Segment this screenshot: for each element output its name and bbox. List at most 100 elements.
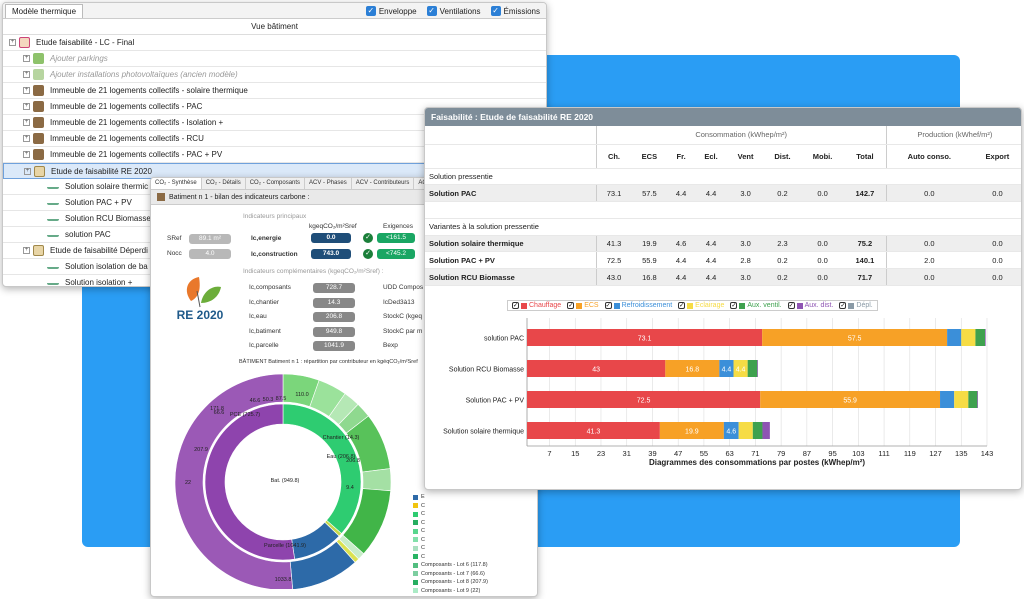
- legend-label: C: [421, 502, 425, 509]
- expand-toggle-icon[interactable]: +: [23, 247, 30, 254]
- checkbox-checked-icon[interactable]: ✓: [512, 302, 519, 309]
- checkbox-checked-icon[interactable]: ✓: [730, 302, 738, 309]
- bar-segment: [947, 329, 962, 346]
- chart-legend-item[interactable]: ✓ Dépl.: [839, 302, 873, 309]
- expand-toggle-icon[interactable]: +: [23, 71, 30, 78]
- chart-legend-item[interactable]: ✓ Refroidissement: [604, 302, 672, 309]
- option-enveloppe[interactable]: ✓ Enveloppe: [365, 6, 417, 16]
- donut-outer-label: 66.6: [214, 410, 225, 416]
- column-header: Ch.: [595, 144, 632, 169]
- legend-swatch: [687, 302, 694, 309]
- expand-toggle-icon[interactable]: +: [23, 151, 30, 158]
- chart-legend-item[interactable]: ✓ Aux. ventil.: [730, 302, 782, 309]
- tree-row[interactable]: + Etude faisabilité - LC - Final: [3, 35, 546, 51]
- tree-row-label: Solution isolation +: [65, 278, 133, 287]
- table-row[interactable]: Solution solaire thermique 41.3 19.9 4.6 4.4…: [425, 235, 1021, 253]
- tree-row[interactable]: + Ajouter installations photovoltaïques (…: [3, 67, 546, 83]
- tree-row[interactable]: + Immeuble de 21 logements collectifs - R…: [3, 131, 546, 147]
- checkbox-checked-icon[interactable]: ✓: [365, 6, 376, 16]
- cell-value: 4.4: [667, 251, 695, 270]
- cell-value: 4.4: [667, 268, 695, 287]
- column-header: Export: [971, 144, 1021, 169]
- checkbox-checked-icon[interactable]: ✓: [426, 6, 437, 16]
- donut-outer-label: 50.3: [263, 397, 274, 403]
- chart-legend-item[interactable]: ✓ Chauffage: [512, 302, 561, 309]
- building-icon: [33, 133, 44, 144]
- checkbox-checked-icon[interactable]: ✓: [678, 302, 686, 309]
- donut-outer-label: 9.4: [346, 485, 354, 491]
- chart-legend-item[interactable]: ✓ Aux. dist.: [787, 302, 833, 309]
- checkbox-checked-icon[interactable]: ✓: [604, 302, 612, 309]
- x-tick-label: 87: [803, 449, 811, 458]
- carbon-tab[interactable]: CO₂ - Synthèse: [151, 178, 202, 189]
- category-label: Solution solaire thermique: [443, 429, 524, 436]
- bar-value-label: 72.5: [637, 398, 651, 405]
- tree-row[interactable]: + Ajouter parkings: [3, 51, 546, 67]
- donut-label: Bat. (949.8): [271, 478, 300, 484]
- column-header: ECS: [631, 144, 668, 169]
- bar-segment: [762, 422, 770, 439]
- donut-mid-segment: [204, 403, 296, 561]
- tree-row[interactable]: Solution isolation +: [3, 275, 546, 287]
- cell-value: 4.4: [694, 184, 728, 203]
- stacked-bar-chart: 7 15 23 31 39 47 55 63 71 79 87 95 103 111 119 127 135 14…: [443, 318, 993, 467]
- option-ventilations[interactable]: ✓ Ventilations: [426, 6, 481, 16]
- cell-value: 0.0: [801, 235, 844, 253]
- carbon-tab[interactable]: CO₂ - Détails: [202, 178, 246, 189]
- document-icon: [19, 37, 30, 48]
- legend-swatch: [413, 562, 418, 568]
- checkbox-checked-icon[interactable]: ✓: [490, 6, 501, 16]
- table-row[interactable]: Solution PAC + PV 72.5 55.9 4.4 4.4 2.8 0.2 0.0…: [425, 251, 1021, 270]
- chart-legend-item[interactable]: ✓ ECS: [567, 302, 599, 309]
- legend-item: Composants - Lot 6 (117.8): [413, 561, 488, 570]
- expand-toggle-icon[interactable]: +: [24, 167, 31, 175]
- expand-toggle-icon[interactable]: +: [23, 103, 30, 110]
- chart-legend-item[interactable]: ✓ Eclairage: [678, 302, 724, 309]
- ic-construction-label: Ic,construction: [251, 251, 298, 258]
- legend-swatch: [413, 579, 418, 585]
- tree-row[interactable]: + Immeuble de 21 logements collectifs - P…: [3, 99, 546, 115]
- legend-label: Composants - Lot 8 (207.9): [421, 579, 488, 586]
- checkbox-checked-icon[interactable]: ✓: [567, 302, 575, 309]
- carbon-tab[interactable]: CO₂ - Composants: [246, 178, 306, 189]
- checkbox-checked-icon[interactable]: ✓: [787, 302, 795, 309]
- legend-swatch: [613, 302, 620, 309]
- donut-outer-segment: [174, 374, 293, 589]
- bar-value-label: 73.1: [638, 336, 652, 343]
- expand-toggle-icon[interactable]: +: [23, 55, 30, 62]
- legend-swatch: [413, 554, 418, 560]
- carbon-tab[interactable]: ACV - Phases: [305, 178, 352, 189]
- x-tick-label: 119: [904, 449, 916, 458]
- option-emissions[interactable]: ✓ Émissions: [490, 6, 540, 16]
- expand-toggle-icon[interactable]: +: [23, 119, 30, 126]
- legend-item: C: [413, 527, 488, 536]
- table-row[interactable]: Solution RCU Biomasse 43.0 16.8 4.4 4.4 3.0 0.…: [425, 268, 1021, 287]
- tree-row[interactable]: + Immeuble de 21 logements collectifs - P…: [3, 147, 546, 163]
- cell-value: 4.4: [667, 184, 695, 203]
- indicator-side-label: StockC (kgeq: [383, 313, 423, 320]
- x-tick-label: 39: [648, 449, 656, 458]
- donut-outer-label: 110.0: [295, 392, 308, 398]
- x-tick-label: 71: [751, 449, 759, 458]
- tab-modele-thermique[interactable]: Modèle thermique: [5, 4, 84, 18]
- check-ok-icon: ✓: [363, 233, 373, 243]
- legend-swatch: [413, 537, 418, 543]
- carbon-tab[interactable]: ACV - Contributeurs: [352, 178, 415, 189]
- tree-row[interactable]: + Immeuble de 21 logements collectifs - s…: [3, 83, 546, 99]
- donut-label: Chantier (14.3): [323, 435, 360, 441]
- solar-panel-icon: [33, 69, 44, 80]
- consumption-chart: ✓ Chauffage ✓ ECS ✓ Refroidissement ✓ Eclairage…: [425, 296, 1021, 489]
- option-label: Ventilations: [439, 6, 481, 16]
- chart-legend: ✓ Chauffage ✓ ECS ✓ Refroidissement ✓ Eclairage…: [507, 300, 878, 311]
- checkbox-checked-icon[interactable]: ✓: [839, 302, 847, 309]
- legend-label: C: [421, 528, 425, 535]
- tree-row[interactable]: + Immeuble de 21 logements collectifs - I…: [3, 115, 546, 131]
- expand-toggle-icon[interactable]: +: [23, 87, 30, 94]
- row-name: Solution PAC: [425, 184, 597, 203]
- bar-segment: [527, 360, 666, 377]
- tree-row-label: Immeuble de 21 logements collectifs - RC…: [50, 134, 204, 143]
- table-row[interactable]: Solution PAC 73.1 57.5 4.4 4.4 3.0 0.2 0.0 142.7…: [425, 184, 1021, 203]
- expand-toggle-icon[interactable]: +: [23, 135, 30, 142]
- expand-toggle-icon[interactable]: +: [9, 39, 16, 46]
